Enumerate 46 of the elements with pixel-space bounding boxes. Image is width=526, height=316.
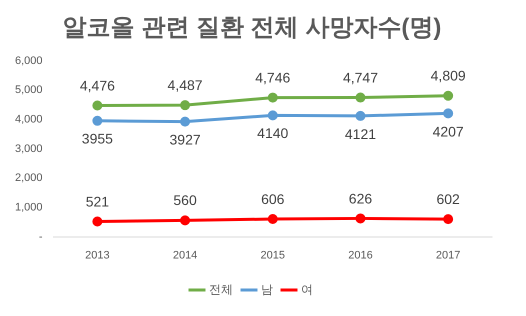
- data-label: 602: [436, 191, 460, 207]
- point: [355, 110, 366, 121]
- y-tick-label: 6,000: [14, 54, 43, 67]
- point: [443, 90, 454, 101]
- data-label: 4,487: [168, 77, 203, 94]
- data-label: 521: [86, 193, 110, 210]
- data-label: 4140: [257, 125, 289, 142]
- data-label: 626: [348, 190, 372, 206]
- data-label: 4121: [344, 126, 376, 142]
- point: [355, 92, 366, 103]
- data-label: 4,746: [255, 69, 290, 86]
- y-tick-label: -: [38, 230, 43, 243]
- point: [443, 214, 454, 224]
- chart-title: 알코올 관련 질환 전체 사망자수(명): [62, 14, 442, 42]
- legend-label: 전체: [209, 282, 233, 296]
- point: [92, 216, 102, 227]
- legend-label: 남: [261, 282, 273, 296]
- data-label: 3955: [82, 130, 114, 147]
- point: [268, 92, 278, 103]
- data-label: 4,809: [430, 68, 466, 84]
- x-tick-label: 2015: [260, 249, 286, 262]
- point: [268, 110, 278, 120]
- point: [443, 108, 454, 118]
- data-label: 3927: [169, 131, 201, 148]
- point: [92, 100, 102, 111]
- x-tick-label: 2016: [348, 249, 373, 262]
- y-tick-label: 1,000: [14, 202, 43, 214]
- x-tick-label: 2014: [172, 249, 198, 262]
- point: [180, 116, 190, 127]
- point: [180, 215, 190, 226]
- data-label: 4,747: [342, 69, 378, 86]
- y-tick-label: 3,000: [14, 142, 43, 155]
- data-label: 4207: [432, 123, 464, 140]
- y-tick-label: 5,000: [14, 84, 43, 96]
- point: [180, 100, 190, 110]
- legend-label: 여: [301, 282, 313, 296]
- x-tick-label: 2017: [436, 249, 460, 262]
- data-label: 606: [261, 190, 285, 207]
- y-tick-label: 4,000: [14, 114, 43, 126]
- x-tick-label: 2013: [85, 249, 110, 262]
- point: [268, 214, 278, 224]
- y-tick-label: 2,000: [14, 172, 43, 184]
- point: [355, 213, 366, 224]
- point: [92, 116, 102, 126]
- data-label: 560: [173, 192, 197, 208]
- data-label: 4,476: [80, 77, 116, 94]
